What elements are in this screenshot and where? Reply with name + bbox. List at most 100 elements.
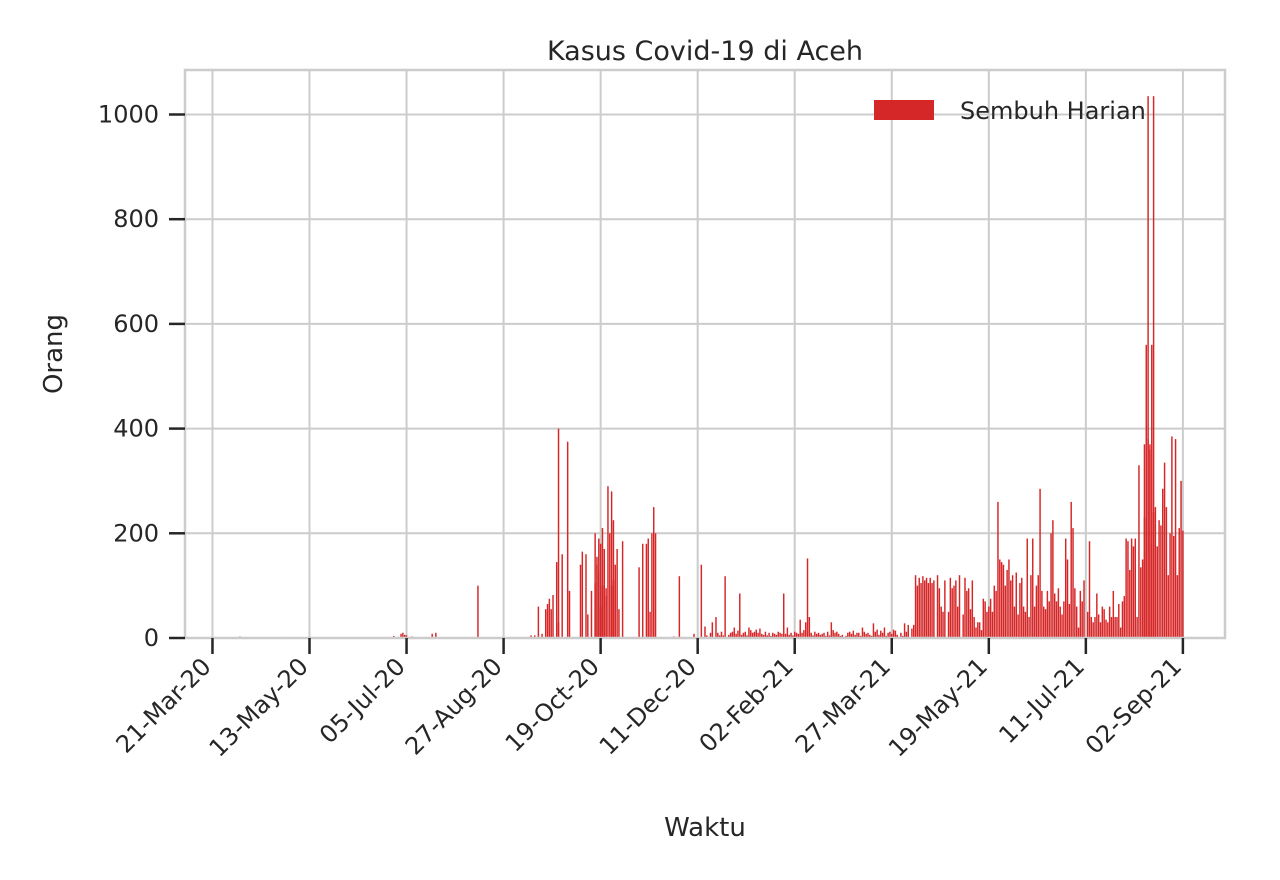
bar — [764, 631, 767, 638]
bar — [1096, 593, 1098, 638]
bar — [546, 603, 549, 638]
bar — [1108, 606, 1111, 638]
bar — [988, 606, 990, 638]
bar — [1101, 606, 1104, 638]
bar — [876, 629, 878, 638]
bar — [607, 486, 609, 638]
bar — [751, 632, 754, 638]
bar — [786, 627, 789, 638]
bar — [1097, 614, 1100, 638]
bar — [993, 585, 996, 638]
bar — [854, 634, 856, 638]
bar — [942, 611, 944, 638]
bar — [878, 634, 880, 638]
bar — [819, 634, 822, 638]
bar — [1010, 580, 1012, 638]
bar — [649, 611, 651, 638]
bar — [1039, 488, 1041, 638]
bar — [1136, 617, 1138, 638]
bar — [814, 631, 816, 638]
bar — [907, 624, 909, 638]
bar — [548, 598, 551, 638]
bar — [1004, 585, 1007, 638]
bar — [817, 632, 820, 638]
bar — [894, 630, 897, 638]
bar — [647, 538, 649, 638]
bar — [1141, 559, 1144, 638]
bar — [836, 631, 838, 638]
bar — [711, 622, 714, 638]
bar — [1132, 546, 1135, 638]
bar — [1145, 344, 1147, 638]
bar — [1121, 601, 1124, 638]
bar — [1048, 601, 1050, 638]
bar — [1123, 596, 1126, 638]
bar — [585, 554, 587, 638]
y-tick-label: 0 — [144, 624, 159, 652]
bar — [1173, 535, 1175, 638]
bar — [718, 635, 721, 638]
legend-swatch — [874, 100, 934, 120]
bar — [435, 632, 437, 638]
bar — [612, 520, 615, 638]
bar — [1174, 439, 1177, 638]
bar — [400, 633, 402, 638]
bar — [1017, 614, 1019, 638]
bar — [880, 630, 882, 638]
bar — [858, 632, 860, 638]
bar — [1127, 541, 1129, 638]
bar — [892, 629, 895, 638]
bar — [750, 630, 752, 638]
bar — [821, 633, 823, 638]
bar — [1037, 575, 1039, 638]
bar — [759, 628, 761, 638]
bar — [735, 633, 737, 638]
bar — [1158, 520, 1160, 638]
bar — [1167, 575, 1169, 638]
bar — [1046, 590, 1049, 638]
bar — [768, 632, 770, 638]
bar — [762, 634, 765, 638]
bar — [755, 629, 757, 638]
bar — [913, 624, 915, 638]
bar — [1114, 617, 1116, 638]
bar — [832, 630, 834, 638]
bar — [757, 632, 759, 638]
bar — [601, 528, 604, 638]
bar — [638, 567, 640, 638]
bar — [642, 543, 644, 638]
bar — [645, 543, 648, 638]
bar — [603, 559, 606, 638]
bar — [724, 576, 726, 638]
bar — [1070, 501, 1072, 638]
bar — [804, 622, 807, 638]
bar — [566, 441, 569, 638]
bar — [1138, 465, 1140, 638]
bar — [609, 533, 611, 638]
bar — [700, 564, 703, 638]
bar — [1043, 606, 1045, 638]
bar — [568, 590, 571, 638]
bar — [402, 632, 404, 638]
bar — [596, 564, 598, 638]
bar — [852, 630, 855, 638]
bar — [715, 617, 717, 638]
bar — [967, 588, 970, 638]
bar — [1156, 546, 1158, 638]
bar — [775, 634, 778, 638]
bar — [810, 632, 812, 638]
bar — [537, 606, 540, 638]
bar — [530, 635, 532, 638]
bar — [709, 632, 712, 638]
bar — [887, 632, 889, 638]
bar — [1035, 585, 1038, 638]
bar — [1119, 627, 1122, 638]
bar — [799, 619, 801, 638]
bar — [1118, 603, 1120, 638]
bar — [431, 633, 433, 638]
bar — [920, 583, 922, 638]
bar — [590, 590, 593, 638]
bar — [795, 632, 798, 638]
bar — [605, 596, 607, 638]
